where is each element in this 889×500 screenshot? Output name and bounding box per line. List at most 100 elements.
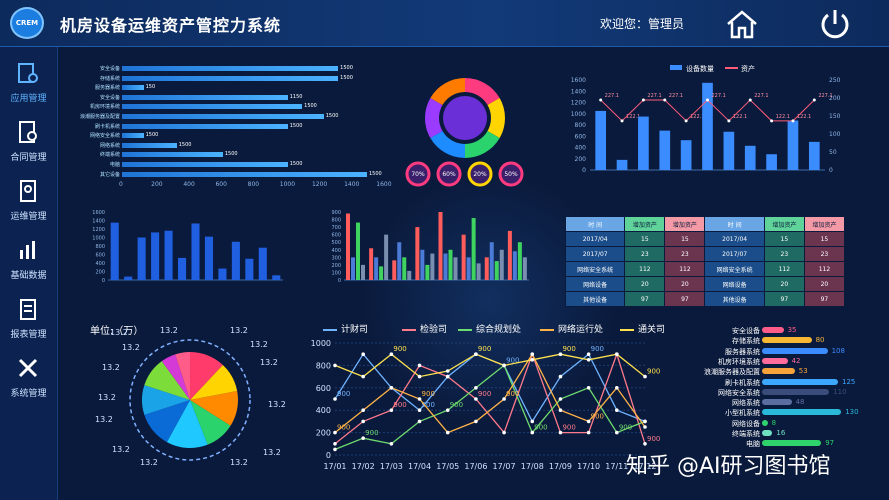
bar — [489, 242, 494, 280]
axis-tick-label: 500 — [331, 240, 341, 246]
line-value-label: 227.1 — [669, 93, 683, 99]
axis-tick-label: 200 — [331, 263, 341, 269]
line-point — [474, 352, 478, 356]
legend-item: 综合规划处 — [458, 322, 521, 335]
table-row: 2017/07 23 23 2017/07 23 23 — [564, 246, 846, 262]
table-cell: 网络设备 — [564, 276, 626, 292]
bar — [122, 114, 324, 119]
line-point — [791, 119, 795, 123]
pie-label: 13.2 — [122, 343, 140, 352]
bar — [659, 130, 671, 170]
sidebar-item-contract[interactable]: 合同管理 — [0, 114, 57, 172]
line-point — [333, 397, 337, 401]
pie-label: 13.2 — [230, 458, 248, 467]
line-point — [663, 98, 667, 102]
line-value-label: 122.1 — [626, 114, 640, 120]
line-point — [684, 119, 688, 123]
axis-tick-label: 200 — [575, 156, 587, 163]
line-point — [748, 98, 752, 102]
axis-tick-label: 0 — [582, 167, 586, 174]
axis-tick-label: 600 — [316, 384, 331, 393]
axis-tick-label: 17/12 — [633, 462, 656, 471]
donut-segment — [487, 98, 505, 138]
mini-ring — [467, 161, 493, 187]
line-point — [361, 374, 365, 379]
sidebar-item-label: 合同管理 — [10, 153, 47, 163]
legend-label: 资产 — [741, 64, 755, 73]
bar — [218, 268, 227, 280]
axis-tick-label: 17/07 — [493, 462, 516, 471]
table-header: 增加资产 — [803, 216, 846, 232]
bar-value-label: 1500 — [145, 132, 159, 139]
bar — [461, 234, 466, 280]
bar — [122, 171, 367, 177]
table-cell: 2017/07 — [564, 246, 626, 262]
sidebar-item-base-data[interactable]: 基础数据 — [0, 232, 57, 290]
line-point — [361, 408, 365, 412]
power-icon[interactable] — [818, 7, 852, 41]
bar — [484, 257, 489, 280]
system-name: 小型机系统 — [725, 409, 760, 418]
axis-tick-label: 400 — [95, 261, 105, 267]
system-bar — [762, 378, 838, 385]
bar — [346, 213, 350, 280]
line-value-label: 122.1 — [690, 114, 704, 120]
axis-tick-label: 1000 — [571, 111, 586, 118]
table-cell: 2017/07 — [704, 246, 765, 262]
axis-tick-label: 17/09 — [549, 462, 572, 471]
bar — [361, 264, 365, 280]
table-cell: 23 — [664, 246, 706, 262]
bar — [124, 276, 133, 280]
system-value: 130 — [845, 408, 859, 417]
table-cell: 2017/04 — [704, 231, 765, 247]
system-bar — [762, 399, 792, 406]
axis-tick-label: 600 — [95, 253, 105, 259]
line-point — [474, 397, 478, 401]
axis-tick-label: 50 — [829, 149, 837, 156]
bar — [499, 249, 504, 280]
bar-value-label: 1500 — [289, 161, 303, 167]
system-name: 服务器系统 — [725, 347, 760, 356]
point-label: 900 — [591, 412, 604, 420]
point-label: 900 — [393, 401, 406, 409]
axis-tick-label: 1000 — [279, 181, 296, 188]
series-line — [334, 353, 646, 378]
bar — [137, 237, 146, 280]
axis-tick-label: 250 — [829, 77, 841, 84]
table-cell: 97 — [624, 291, 666, 307]
system-bar — [762, 357, 788, 364]
axis-tick-label: 600 — [331, 233, 341, 239]
table-header: 时 间 — [564, 216, 626, 232]
bar — [356, 222, 360, 280]
table-cell: 其他设备 — [704, 291, 765, 307]
line-point — [445, 374, 450, 379]
axis-tick-label: 300 — [331, 255, 341, 261]
donut-segment — [465, 131, 500, 158]
table-row: 其他设备 97 97 其他设备 97 97 — [564, 291, 846, 307]
sidebar-item-system[interactable]: 系统管理 — [0, 350, 57, 408]
line-point — [558, 430, 563, 435]
line-point — [615, 386, 619, 390]
pie-slice — [190, 391, 238, 426]
axis-tick-label: 700 — [331, 225, 341, 231]
sidebar-item-app-manage[interactable]: 应用管理 — [0, 55, 57, 113]
pie-slice — [144, 400, 190, 443]
table-cell: 20 — [763, 276, 805, 292]
home-icon[interactable] — [724, 8, 760, 40]
axis-tick-label: 17/05 — [436, 462, 459, 471]
bar-category-label: 终端系统 — [99, 152, 120, 159]
line-point — [417, 397, 422, 401]
line-point — [706, 98, 709, 102]
axis-tick-label: 600 — [215, 181, 227, 188]
table-cell: 23 — [624, 246, 666, 262]
sidebar-item-ops[interactable]: 运维管理 — [0, 173, 57, 231]
mini-ring — [436, 161, 462, 187]
table-cell: 112 — [624, 261, 666, 277]
system-value: 35 — [787, 326, 797, 334]
table-cell: 97 — [664, 291, 706, 307]
combo-bar-line-chart: 设备数量 资产 0 200 400 600 800 1000 1200 1400 1600 0 50 10… — [571, 64, 841, 174]
legend-label: 通关司 — [638, 325, 666, 335]
axis-tick-label: 800 — [247, 181, 260, 188]
series-line — [334, 364, 646, 451]
sidebar-item-report[interactable]: 报表管理 — [0, 291, 57, 349]
